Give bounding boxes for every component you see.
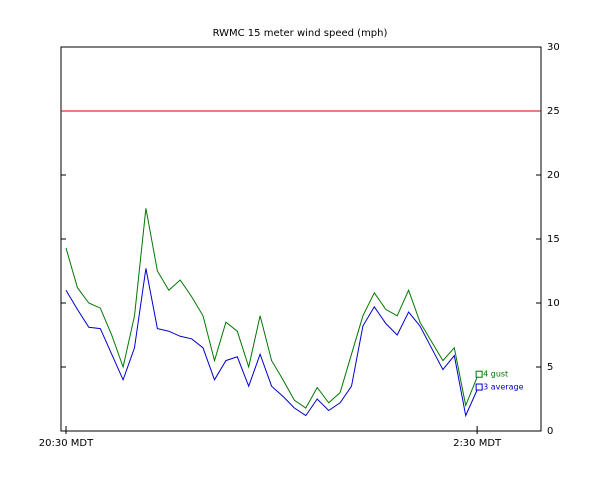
x-tick-label: 20:30 MDT (39, 438, 94, 449)
y-tick-label: 20 (547, 170, 560, 181)
series-line (65, 208, 478, 409)
legend-label: 4 gust (483, 370, 508, 379)
legend-swatch (475, 383, 483, 391)
series-line (65, 268, 478, 418)
y-tick-label: 25 (547, 106, 560, 117)
chart-title: RWMC 15 meter wind speed (mph) (213, 28, 388, 39)
y-tick-label: 5 (547, 362, 553, 373)
legend-swatch (475, 370, 483, 378)
y-tick-label: 10 (547, 298, 560, 309)
x-tick-label: 2:30 MDT (453, 438, 502, 449)
legend-label: 3 average (483, 383, 523, 392)
y-tick-label: 30 (547, 42, 560, 53)
y-tick-label: 15 (547, 234, 560, 245)
y-tick-label: 0 (547, 426, 553, 437)
